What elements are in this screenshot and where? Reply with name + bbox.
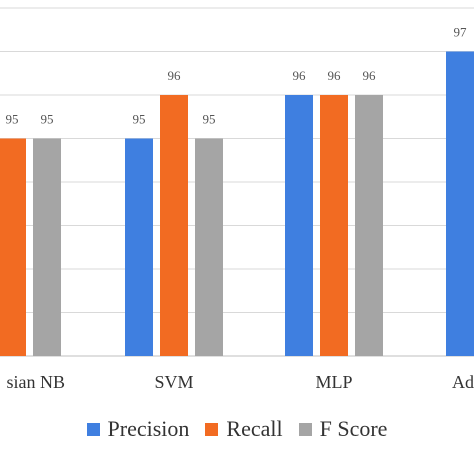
bar-value-label: 95 — [133, 112, 146, 127]
gridlines — [0, 7, 474, 357]
bar-value-label: 95 — [41, 112, 54, 127]
legend-label-recall: Recall — [226, 416, 283, 441]
bar-value-label: 96 — [363, 68, 377, 83]
category-label: MLP — [315, 372, 352, 392]
bar-f-score-0 — [33, 138, 61, 356]
bar-f-score-1 — [195, 138, 223, 356]
legend: Precision Recall F Score — [0, 412, 474, 446]
legend-label-precision: Precision — [107, 416, 190, 441]
bar-recall-1 — [160, 95, 188, 356]
bar-precision-3 — [446, 51, 474, 356]
legend-item-precision: Precision — [86, 416, 190, 442]
category-labels: sian NB SVM MLP Ad — [7, 372, 474, 392]
bar-recall-0 — [0, 138, 26, 356]
bar-value-label: 97 — [454, 25, 468, 40]
bar-recall-2 — [320, 95, 348, 356]
bar-value-label: 96 — [168, 68, 182, 83]
bar-value-labels: 95 96 97 95 96 96 95 95 96 — [6, 25, 468, 127]
category-label: sian NB — [7, 372, 66, 392]
legend-swatch-recall — [205, 422, 219, 436]
bar-value-label: 95 — [6, 112, 19, 127]
bar-value-label: 96 — [328, 68, 342, 83]
bar-f-score-2 — [355, 95, 383, 356]
bar-value-label: 96 — [293, 68, 307, 83]
legend-item-recall: Recall — [205, 416, 283, 442]
category-label: SVM — [154, 372, 193, 392]
legend-label-f-score: F Score — [319, 416, 388, 441]
legend-swatch-f-score — [298, 422, 312, 436]
bars — [0, 51, 474, 356]
legend-swatch-precision — [86, 422, 100, 436]
legend-item-f-score: F Score — [298, 416, 388, 442]
bar-precision-2 — [285, 95, 313, 356]
bar-value-label: 95 — [203, 112, 216, 127]
bar-precision-1 — [125, 138, 153, 356]
category-label: Ad — [452, 372, 474, 392]
